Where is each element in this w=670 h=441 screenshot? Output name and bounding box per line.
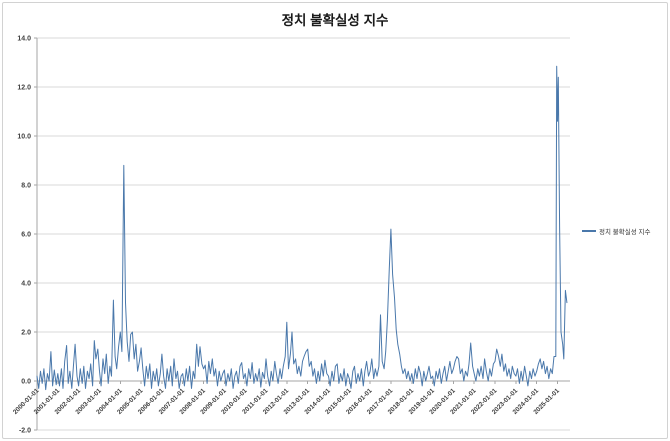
chart-title: 정치 불확실성 지수 [281, 13, 389, 28]
series-line [36, 65, 568, 391]
y-tick-label: 14.0 [17, 36, 31, 43]
y-tick-label: 8.0 [21, 183, 31, 190]
y-tick-label: 4.0 [21, 281, 31, 288]
legend: 정치 불확실성 지수 [582, 226, 650, 236]
y-tick-label: -2.0 [19, 428, 31, 435]
legend-line-swatch [582, 230, 596, 232]
legend-label: 정치 불확실성 지수 [599, 229, 651, 236]
y-tick-label: 2.0 [21, 330, 31, 337]
y-tick-label: 0.0 [21, 379, 31, 386]
y-tick-label: 10.0 [17, 134, 31, 141]
y-tick-label: 6.0 [21, 232, 31, 239]
y-tick-label: 12.0 [17, 85, 31, 92]
